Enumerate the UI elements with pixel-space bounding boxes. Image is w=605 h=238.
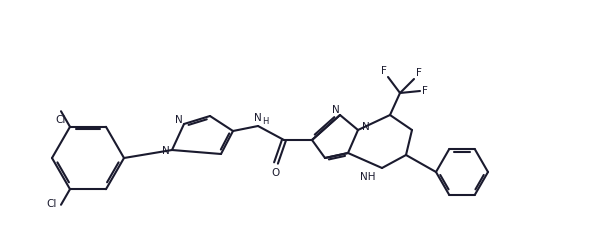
- Text: NH: NH: [360, 172, 376, 182]
- Text: O: O: [271, 168, 279, 178]
- Text: N: N: [175, 115, 183, 125]
- Text: N: N: [332, 105, 340, 115]
- Text: F: F: [422, 86, 428, 96]
- Text: Cl: Cl: [47, 199, 57, 209]
- Text: F: F: [381, 66, 387, 76]
- Text: Cl: Cl: [56, 115, 66, 125]
- Text: N: N: [362, 122, 370, 132]
- Text: H: H: [262, 118, 268, 127]
- Text: N: N: [254, 113, 262, 123]
- Text: N: N: [162, 146, 170, 156]
- Text: F: F: [416, 68, 422, 78]
